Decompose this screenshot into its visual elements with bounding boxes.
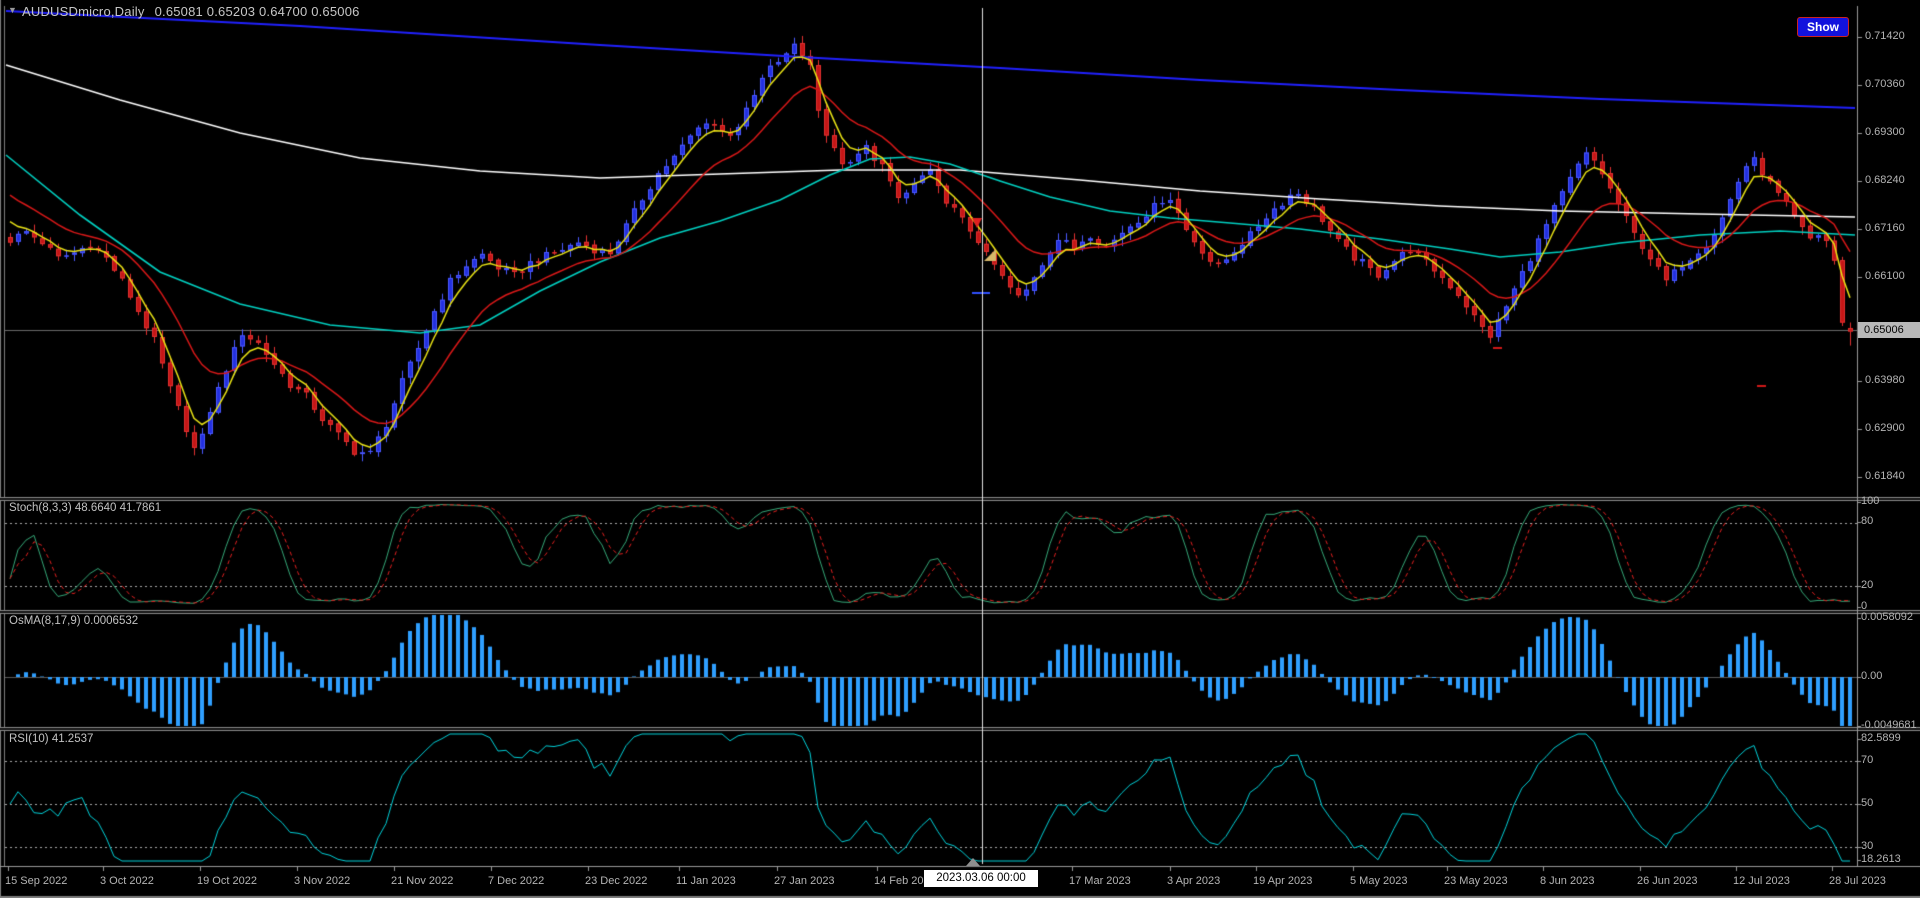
stochastic-tick-label: 20: [1861, 579, 1874, 591]
time-tick-label: 19 Oct 2022: [197, 875, 257, 887]
show-button[interactable]: Show: [1797, 17, 1849, 37]
time-tick-label: 23 May 2023: [1444, 875, 1508, 887]
price-tick-label: 0.61840: [1865, 470, 1905, 482]
time-tick-label: 7 Dec 2022: [488, 875, 545, 887]
price-tick-label: 0.66100: [1865, 270, 1905, 282]
price-tick-label: 0.71420: [1865, 30, 1905, 42]
price-tick-label: 0.68240: [1865, 174, 1905, 186]
stochastic-tick-label: 80: [1861, 515, 1874, 527]
stochastic-tick-label: 100: [1861, 495, 1880, 507]
rsi-tick-label: 50: [1861, 797, 1874, 809]
crosshair-date-box: 2023.03.06 00:00: [924, 870, 1038, 887]
time-tick-label: 5 May 2023: [1350, 875, 1408, 887]
price-tick-label: 0.67160: [1865, 222, 1905, 234]
chart-title: AUDUSDmicro,Daily 0.65081 0.65203 0.64700…: [22, 4, 360, 19]
time-tick-label: 8 Jun 2023: [1540, 875, 1595, 887]
chevron-down-icon[interactable]: ▼: [8, 5, 17, 15]
rsi-tick-label: 70: [1861, 754, 1874, 766]
osma-indicator-label: OsMA(8,17,9) 0.0006532: [9, 615, 139, 627]
time-tick-label: 28 Jul 2023: [1829, 875, 1886, 887]
time-tick-label: 12 Jul 2023: [1733, 875, 1790, 887]
time-tick-label: 21 Nov 2022: [391, 875, 454, 887]
osma-tick-label: -0.0049681: [1861, 719, 1917, 731]
rsi-indicator-label: RSI(10) 41.2537: [9, 733, 94, 745]
rsi-tick-label: 30: [1861, 840, 1874, 852]
time-tick-label: 3 Oct 2022: [100, 875, 154, 887]
crosshair-time-marker-icon: [966, 858, 980, 866]
time-tick-label: 27 Jan 2023: [774, 875, 835, 887]
price-tick-label: 0.62900: [1865, 422, 1905, 434]
price-tick-label: 0.69300: [1865, 126, 1905, 138]
osma-tick-label: 0.0058092: [1861, 611, 1913, 623]
symbol-timeframe-label: AUDUSDmicro,Daily: [22, 4, 145, 19]
osma-tick-label: 0.00: [1861, 670, 1883, 682]
time-tick-label: 23 Dec 2022: [585, 875, 648, 887]
rsi-tick-label: 82.5899: [1861, 732, 1901, 744]
price-tick-label: 0.70360: [1865, 78, 1905, 90]
stochastic-tick-label: 0: [1861, 600, 1868, 612]
time-tick-label: 11 Jan 2023: [676, 875, 736, 887]
time-tick-label: 19 Apr 2023: [1253, 875, 1313, 887]
current-price-badge: 0.65006: [1858, 322, 1920, 338]
price-tick-label: 0.63980: [1865, 374, 1905, 386]
time-tick-label: 3 Nov 2022: [294, 875, 351, 887]
rsi-tick-label: 18.2613: [1861, 853, 1901, 865]
time-tick-label: 15 Sep 2022: [5, 875, 68, 887]
time-tick-label: 17 Mar 2023: [1069, 875, 1131, 887]
time-tick-label: 14 Feb 2023: [874, 875, 936, 887]
time-tick-label: 26 Jun 2023: [1637, 875, 1698, 887]
time-tick-label: 3 Apr 2023: [1167, 875, 1221, 887]
stochastic-indicator-label: Stoch(8,3,3) 48.6640 41.7861: [9, 502, 162, 514]
ohlc-readout: 0.65081 0.65203 0.64700 0.65006: [154, 4, 360, 19]
